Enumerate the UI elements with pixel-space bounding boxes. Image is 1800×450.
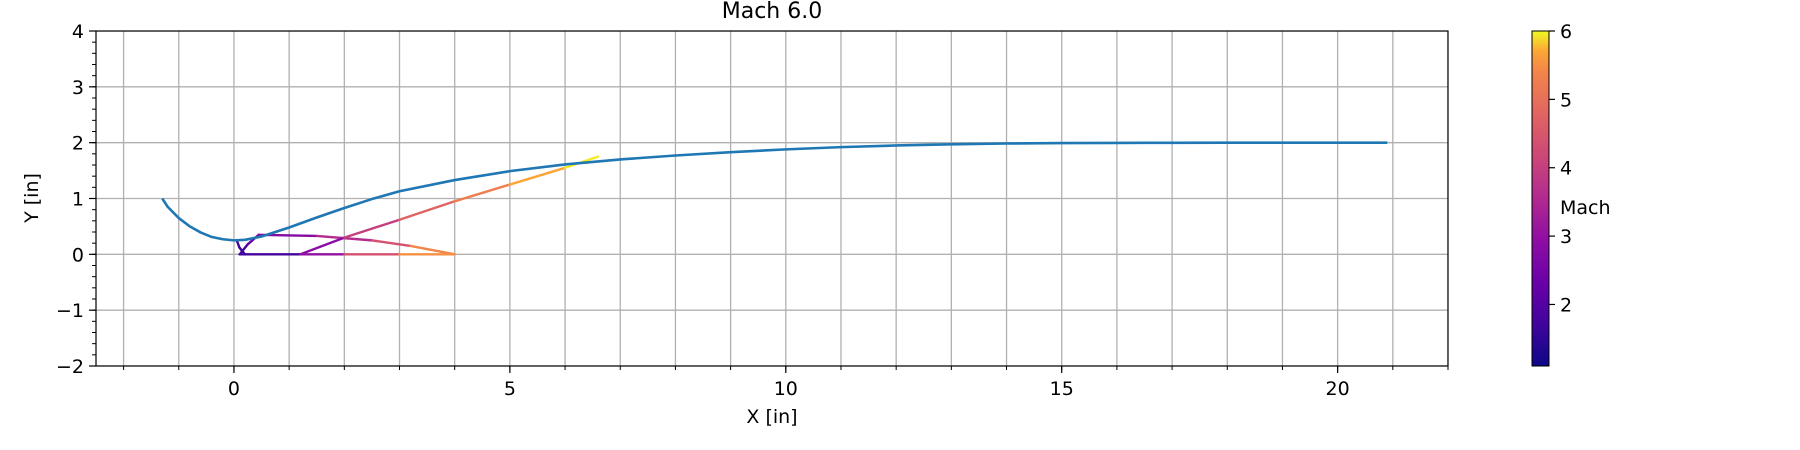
- plot-data: [161, 141, 1388, 256]
- mach-line-segment: [398, 200, 456, 221]
- mach-line-segment: [409, 244, 456, 256]
- colorbar-tick-label: 4: [1560, 158, 1572, 180]
- x-tick-label: 15: [1050, 378, 1074, 400]
- x-tick-label: 5: [504, 378, 516, 400]
- mach-line-segment: [508, 166, 567, 186]
- y-tick-label: −2: [56, 356, 84, 378]
- mach-line-segment: [298, 236, 346, 256]
- y-tick-label: 1: [72, 189, 84, 211]
- mach-line: [257, 233, 456, 256]
- y-tick-label: 4: [72, 21, 84, 43]
- mach-line-segment: [239, 243, 249, 255]
- x-tick-label: 0: [228, 378, 240, 400]
- colorbar-gradient: [1531, 30, 1550, 367]
- colorbar: 2 3 4 5 6 Mach: [1531, 21, 1611, 367]
- x-axis-label: X [in]: [746, 406, 797, 428]
- colorbar-tick-label: 6: [1560, 21, 1572, 43]
- colorbar-tick-label: 3: [1560, 226, 1572, 248]
- y-tick-label: 0: [72, 244, 84, 266]
- mach-line-segment: [343, 218, 401, 239]
- y-tick-label: 3: [72, 77, 84, 99]
- colorbar-ticks: 2 3 4 5 6: [1549, 21, 1572, 316]
- y-tick-label: 2: [72, 133, 84, 155]
- y-tick-label: −1: [56, 300, 84, 322]
- colorbar-tick-label: 5: [1560, 89, 1572, 111]
- chart-title: Mach 6.0: [722, 0, 822, 24]
- x-tick-label: 10: [774, 378, 798, 400]
- mach-line-segment: [370, 239, 412, 248]
- y-axis-label: Y [in]: [21, 173, 43, 224]
- x-tick-label: 20: [1326, 378, 1350, 400]
- mach-line-segment: [453, 183, 512, 203]
- mach-line: [298, 155, 600, 256]
- axis-ticks: 0 5 10 15 20 −2 −1 0 1 2 3 4: [56, 21, 1449, 400]
- colorbar-label: Mach: [1560, 197, 1611, 219]
- nozzle-contour-line: [161, 141, 1388, 242]
- grid: [96, 31, 1448, 366]
- mach-line-segment: [235, 239, 241, 249]
- colorbar-tick-label: 2: [1560, 294, 1572, 316]
